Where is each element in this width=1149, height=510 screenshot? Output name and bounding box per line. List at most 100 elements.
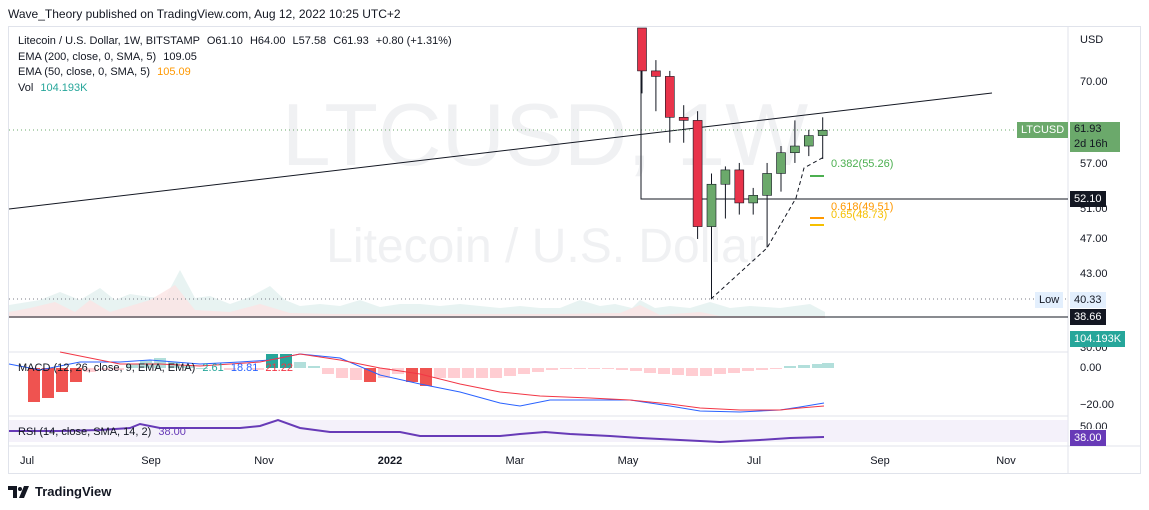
- macd-histogram-bar: [700, 368, 712, 376]
- legend-open: O61.10: [206, 35, 243, 47]
- legend-change: +0.80 (+1.31%): [375, 35, 452, 47]
- macd-histogram-bar: [756, 368, 768, 370]
- legend-symbol: Litecoin / U.S. Dollar, 1W, BITSTAMP: [18, 35, 200, 47]
- macd-histogram-bar: [252, 368, 264, 370]
- legend-high: H64.00: [249, 35, 286, 47]
- rsi-band: [9, 420, 1068, 442]
- macd-histogram-bar: [84, 368, 96, 372]
- macd-label: MACD (12, 26, close, 9, EMA, EMA): [18, 362, 196, 374]
- candle-up[interactable]: [817, 129, 828, 136]
- watermark-name: Litecoin / U.S. Dollar: [326, 220, 764, 273]
- macd-histogram-bar: [504, 368, 516, 376]
- level-52-line[interactable]: [640, 28, 1068, 200]
- macd-histogram-bar: [336, 368, 348, 378]
- countdown-value: 2d 16h: [1074, 138, 1108, 150]
- macd-histogram-bar: [476, 368, 488, 378]
- macd-histogram-bar: [294, 362, 306, 368]
- level-52-tag: 52.10: [1070, 191, 1106, 207]
- macd-histogram-bar: [798, 365, 810, 368]
- legend-ema200-row[interactable]: EMA (200, close, 0, SMA, 5) 109.05: [18, 50, 452, 66]
- x-label-mar-2022: Mar: [505, 455, 525, 467]
- chart-legend: Litecoin / U.S. Dollar, 1W, BITSTAMP O61…: [18, 34, 452, 96]
- macd-histogram-bar: [560, 368, 572, 369]
- macd-histogram-bar: [686, 368, 698, 376]
- macd-histogram-bar: [462, 368, 474, 378]
- price-tick-70: 70.00: [1080, 76, 1108, 88]
- watermark-ticker: LTCUSD, 1W: [282, 85, 808, 184]
- macd-histogram-bar: [70, 368, 82, 382]
- candle-up[interactable]: [803, 135, 814, 147]
- fib-650-label: 0.65(48.73): [831, 209, 888, 221]
- ema200-value: 109.05: [163, 50, 197, 63]
- legend-ema50-row[interactable]: EMA (50, close, 0, SMA, 5) 105.09: [18, 65, 452, 81]
- candle-down[interactable]: [651, 70, 661, 77]
- low-label-tag: Low: [1035, 292, 1064, 308]
- macd-signal-value: 21.22: [265, 362, 293, 374]
- x-label-may-2022: May: [617, 455, 639, 467]
- candle-up[interactable]: [790, 145, 800, 154]
- tradingview-logo[interactable]: TradingView: [8, 484, 111, 499]
- candle-down[interactable]: [734, 169, 745, 204]
- macd-histogram-bar: [518, 368, 530, 374]
- candle-up[interactable]: [720, 169, 731, 185]
- ticker-tag: LTCUSD: [1017, 122, 1069, 138]
- candle-down[interactable]: [637, 27, 647, 72]
- legend-vol-row[interactable]: Vol 104.193K: [18, 81, 452, 97]
- macd-histogram-bar: [224, 368, 236, 370]
- level-38-tag: 38.66: [1070, 309, 1106, 325]
- macd-histogram-bar: [28, 368, 40, 402]
- price-tick-47: 47.00: [1080, 233, 1108, 245]
- x-label-nov-2022: Nov: [996, 455, 1016, 467]
- ema50-label: EMA (50, close, 0, SMA, 5): [18, 66, 151, 78]
- fib-618-label: 0.618(49.51): [831, 201, 894, 213]
- rsi-tag: 38.00: [1070, 430, 1106, 446]
- rsi-line: [9, 418, 825, 444]
- rsi-label: RSI (14, close, SMA, 14, 2): [18, 426, 152, 438]
- macd-histogram-bar: [546, 368, 558, 370]
- x-label-sep-2021: Sep: [141, 455, 161, 467]
- macd-tick-minus20: −20.00: [1080, 399, 1114, 411]
- ema200-label: EMA (200, close, 0, SMA, 5): [18, 50, 157, 63]
- macd-histogram-bar: [266, 354, 278, 368]
- macd-histogram-bar: [112, 368, 124, 370]
- fib-dashed-line[interactable]: [710, 156, 825, 300]
- macd-histogram-bar: [154, 358, 166, 368]
- macd-histogram-bar: [770, 368, 782, 369]
- macd-legend[interactable]: MACD (12, 26, close, 9, EMA, EMA) 2.61 1…: [18, 362, 293, 374]
- macd-histogram-bar: [434, 368, 446, 378]
- candle-up[interactable]: [762, 173, 772, 196]
- macd-histogram-bar: [98, 368, 110, 370]
- candle-up[interactable]: [776, 152, 786, 174]
- macd-histogram-bar: [532, 368, 544, 372]
- macd-hist-value: 2.61: [202, 362, 224, 374]
- candle-up[interactable]: [748, 195, 759, 204]
- macd-histogram-bar: [406, 368, 418, 382]
- legend-symbol-row: Litecoin / U.S. Dollar, 1W, BITSTAMP O61…: [18, 34, 452, 50]
- currency-label: USD: [1080, 34, 1104, 46]
- legend-low: L57.58: [292, 35, 327, 47]
- macd-histogram-bar: [420, 368, 432, 386]
- macd-line: [8, 353, 825, 413]
- candle-up[interactable]: [706, 183, 717, 227]
- macd-histogram-bar: [616, 368, 628, 370]
- macd-histogram-bar: [322, 368, 334, 374]
- macd-histogram-bar: [378, 368, 390, 378]
- candle-down[interactable]: [678, 117, 689, 121]
- macd-histogram: [28, 354, 834, 402]
- macd-histogram-bar: [784, 366, 796, 368]
- macd-histogram-bar: [364, 368, 376, 382]
- tradingview-brand: TradingView: [35, 484, 112, 499]
- tradingview-logo-icon: [8, 485, 29, 498]
- candle-down[interactable]: [664, 76, 675, 118]
- published-by-text: Wave_Theory published on TradingView.com…: [8, 7, 401, 21]
- ema50-value: 105.09: [157, 66, 191, 78]
- macd-histogram-bar: [742, 368, 754, 371]
- candles-group: [637, 27, 828, 300]
- macd-histogram-bar: [448, 368, 460, 378]
- candle-down[interactable]: [692, 120, 703, 227]
- rsi-legend[interactable]: RSI (14, close, SMA, 14, 2) 38.00: [18, 426, 186, 438]
- legend-close: C61.93: [333, 35, 369, 47]
- trend-line[interactable]: [8, 92, 993, 210]
- macd-histogram-bar: [308, 366, 320, 368]
